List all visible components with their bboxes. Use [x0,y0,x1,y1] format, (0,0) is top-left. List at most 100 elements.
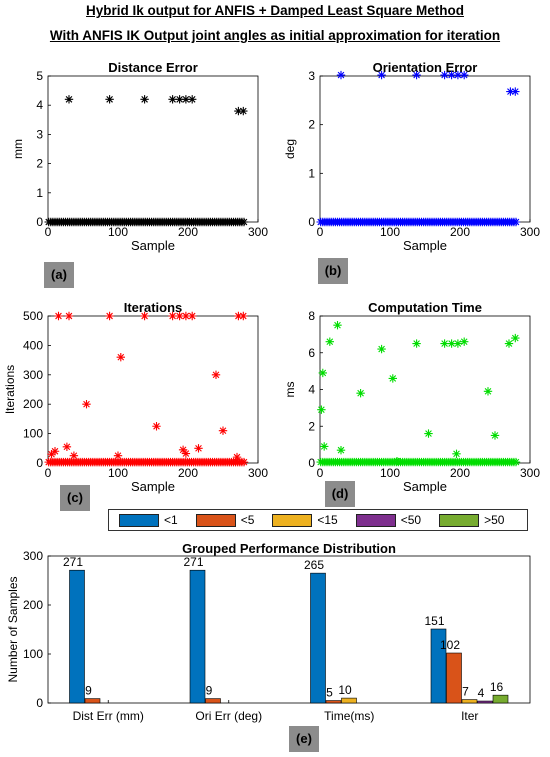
y-tick-label: 1 [36,186,43,200]
x-tick-label: 200 [450,466,470,480]
data-point [54,311,63,321]
data-point [175,311,184,321]
data-point [317,405,326,414]
bar-value-label: 265 [304,558,324,572]
bar-value-label: 9 [206,684,213,698]
data-point [490,431,500,440]
legend-label: <5 [240,513,255,527]
bar [325,700,342,704]
y-tick-label: 5 [36,69,43,83]
bar-value-label: 271 [183,555,203,569]
panel-label-a: (a) [44,262,74,288]
data-point [356,388,365,398]
legend-item: <15 [272,513,338,527]
x-tick-label: 0 [45,466,52,480]
plot-frame [47,315,259,464]
bar-value-label: 7 [462,685,469,699]
bar-value-label: 10 [338,683,352,697]
data-point [453,70,463,80]
data-point [64,311,74,321]
data-point [194,444,203,453]
y-axis-label: deg [283,139,297,159]
bar [430,628,447,704]
data-point [239,311,248,321]
data-point [181,95,191,104]
x-axis-label: Sample [403,238,447,253]
legend-label: >50 [484,513,505,527]
plot-title: Iterations [124,300,183,315]
legend-label: <50 [400,513,422,527]
data-point [453,339,463,348]
plot-title: Computation Time [368,300,482,315]
data-point [168,95,177,104]
data-point [377,344,386,354]
x-tick-label: 100 [108,225,128,239]
data-point [483,387,493,396]
data-point [388,374,397,383]
baseline-marker [511,217,521,227]
y-tick-label: 0 [36,456,43,470]
data-point [168,311,177,321]
data-point [504,339,514,348]
bar [84,698,101,704]
data-point [232,452,242,462]
baseline-marker [239,457,249,467]
category-label: Ori Err (deg) [195,709,262,723]
data-point [82,400,91,409]
x-tick-label: 300 [520,466,540,480]
bar-y-axis-label: Number of Samples [6,576,20,682]
data-point [333,320,342,330]
plot-title: Distance Error [108,60,198,75]
data-point [506,87,515,96]
y-tick-label: 0 [308,456,315,470]
y-tick-label: 100 [23,647,43,661]
plot-frame [319,75,531,223]
data-point [105,311,114,321]
y-tick-label: 300 [23,368,43,382]
x-tick-label: 200 [450,225,470,239]
data-point [511,333,520,343]
plot-frame [319,315,531,464]
data-point [377,70,386,80]
bar [461,699,478,704]
data-point [392,456,402,466]
x-tick-label: 0 [45,225,52,239]
bar-value-label: 271 [63,555,83,569]
y-tick-label: 2 [36,157,43,171]
bar-plot-title: Grouped Performance Distribution [182,541,396,556]
x-axis-label: Sample [403,479,447,494]
bar [69,569,85,704]
y-tick-label: 3 [308,69,315,83]
x-tick-label: 0 [317,466,324,480]
x-tick-label: 100 [108,466,128,480]
data-point [460,337,469,346]
y-tick-label: 3 [36,127,43,141]
legend-item: >50 [439,513,504,527]
baseline-marker [511,457,521,467]
panel-label-e: (e) [289,726,319,752]
legend-swatch [439,513,480,527]
panel-label-b: (b) [318,258,348,284]
data-point [105,95,114,104]
y-tick-label: 1 [308,166,315,180]
bar-value-label: 102 [440,638,460,652]
bar [189,569,206,704]
data-point [234,311,243,321]
y-tick-label: 200 [23,397,43,411]
data-point [69,451,79,460]
data-point [175,95,184,104]
x-tick-label: 0 [317,225,324,239]
bar-value-label: 16 [490,680,504,694]
x-tick-label: 300 [520,225,540,239]
y-tick-label: 4 [36,98,43,112]
legend-item: <5 [195,513,255,527]
x-tick-label: 200 [178,225,198,239]
data-point [113,451,123,460]
legend-item: <1 [119,513,178,527]
data-point [50,447,60,456]
data-point [64,95,74,104]
bar-value-label: 4 [478,686,485,700]
bar [341,697,357,704]
data-point [181,311,191,321]
